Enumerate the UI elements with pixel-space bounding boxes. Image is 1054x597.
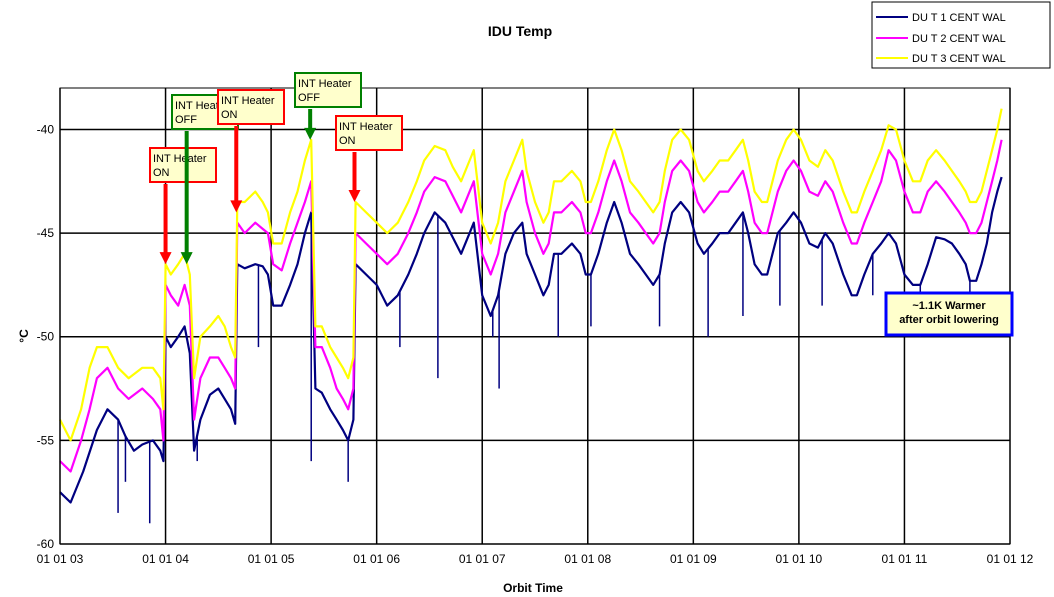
annotation-arrow-head bbox=[304, 127, 317, 140]
annotation-box bbox=[149, 147, 217, 183]
series-line-3 bbox=[59, 108, 1003, 442]
callout-label: ~1.1K Warmer bbox=[912, 300, 986, 312]
y-tick-label: -60 bbox=[37, 537, 55, 551]
callout-box bbox=[884, 291, 1014, 337]
legend: DU T 1 CENT WAL DU T 2 CENT WAL DU T 3 C… bbox=[871, 1, 1051, 69]
annotation-label: OFF bbox=[298, 92, 320, 104]
x-tick-label: 01 01 03 bbox=[37, 552, 84, 566]
annotation-label: ON bbox=[221, 109, 238, 121]
heater-annotation: INT Heater ON bbox=[217, 89, 285, 213]
series-group bbox=[59, 108, 1003, 524]
legend-label-3: DU T 3 CENT WAL bbox=[912, 53, 1006, 65]
annotation-arrow-head bbox=[348, 190, 361, 202]
y-tick-label: -45 bbox=[37, 226, 55, 240]
x-tick-label: 01 01 06 bbox=[353, 552, 400, 566]
x-tick-label: 01 01 07 bbox=[459, 552, 506, 566]
legend-label-2: DU T 2 CENT WAL bbox=[912, 33, 1006, 45]
axes bbox=[59, 88, 1010, 545]
chart-title: IDU Temp bbox=[488, 23, 552, 39]
y-tick-label: -50 bbox=[37, 330, 55, 344]
annotation-arrow-head bbox=[180, 252, 193, 265]
annotation-label: ON bbox=[339, 135, 356, 147]
annotation-label: INT Heater bbox=[339, 121, 393, 133]
x-tick-label: 01 01 04 bbox=[142, 552, 189, 566]
y-axis-title: °C bbox=[17, 329, 31, 343]
x-tick-label: 01 01 12 bbox=[987, 552, 1034, 566]
x-tick-label: 01 01 05 bbox=[248, 552, 295, 566]
annotation-label: INT Heater bbox=[175, 100, 229, 112]
annotation-label: INT Heater bbox=[153, 153, 207, 165]
annotation-box bbox=[294, 72, 362, 108]
annotation-box bbox=[335, 115, 403, 151]
warmer-callout: ~1.1K Warmer after orbit lowering bbox=[884, 291, 1014, 337]
x-tick-label: 01 01 08 bbox=[564, 552, 611, 566]
heater-annotation: INT Heater OFF bbox=[294, 72, 362, 140]
x-tick-label: 01 01 11 bbox=[882, 552, 928, 566]
x-axis-title: Orbit Time bbox=[503, 581, 563, 595]
y-tick-label: -55 bbox=[37, 433, 55, 447]
annotation-arrow-head bbox=[230, 200, 243, 213]
series-line-2 bbox=[59, 139, 1003, 473]
annotation-label: ON bbox=[153, 167, 170, 179]
x-tick-label: 01 01 09 bbox=[670, 552, 717, 566]
annotation-label: OFF bbox=[175, 114, 197, 126]
heater-annotation: INT Heater ON bbox=[149, 147, 217, 265]
heater-annotation: INT Heater ON bbox=[335, 115, 403, 202]
tick-labels: -60 -55 -50 -45 -40 01 01 03 01 01 04 01 01 05 0… bbox=[37, 122, 1034, 566]
annotation-label: INT Heater bbox=[298, 78, 352, 90]
callout-label: after orbit lowering bbox=[899, 314, 999, 326]
y-tick-label: -40 bbox=[37, 122, 55, 136]
x-tick-label: 01 01 10 bbox=[776, 552, 823, 566]
annotation-arrow-head bbox=[159, 252, 172, 265]
legend-label-1: DU T 1 CENT WAL bbox=[912, 12, 1006, 24]
series-line-1 bbox=[59, 176, 1003, 504]
annotation-box bbox=[217, 89, 285, 125]
annotation-label: INT Heater bbox=[221, 95, 275, 107]
